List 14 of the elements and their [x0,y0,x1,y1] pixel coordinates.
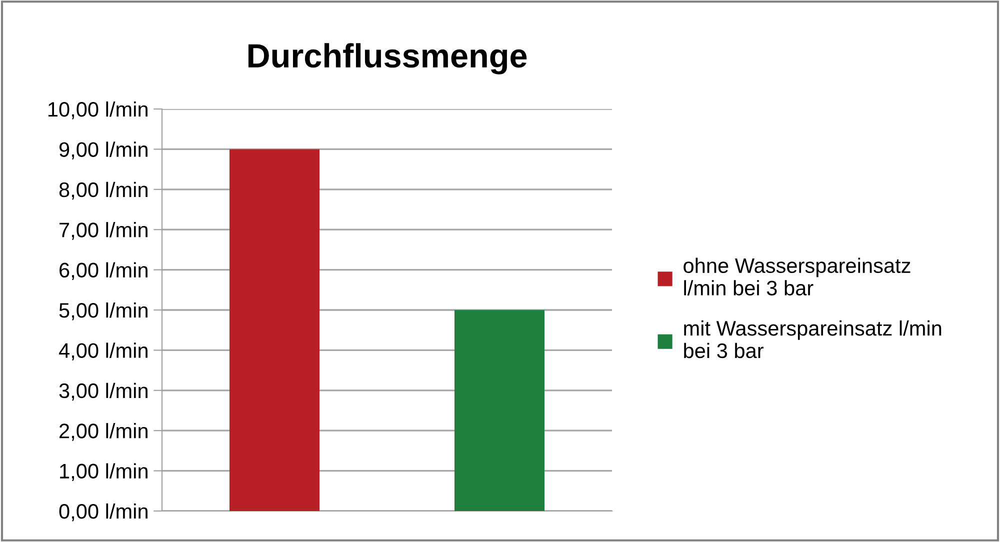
y-tick-label: 9,00 l/min [59,142,148,160]
y-tick-label: 4,00 l/min [58,342,148,360]
legend-label: mit Wasserspareinsatz l/min bei 3 bar [684,320,942,358]
y-tick-label: 10,00 l/min [48,101,148,120]
legend-label: ohne Wasserspareinsatz l/min bei 3 bar [684,258,910,296]
chart-title: Durchflussmenge [248,43,527,74]
y-tick-label: 7,00 l/min [60,222,148,240]
y-tick-label: 6,00 l/min [60,262,148,280]
y-tick-label: 2,00 l/min [60,423,148,441]
y-tick-label: 1,00 l/min [60,463,148,482]
y-tick-label: 5,00 l/min [59,302,148,320]
y-tick-label: 8,00 l/min [59,182,148,200]
y-tick-label: 3,00 l/min [59,382,148,401]
y-tick-label: 0,00 l/min [59,503,148,522]
